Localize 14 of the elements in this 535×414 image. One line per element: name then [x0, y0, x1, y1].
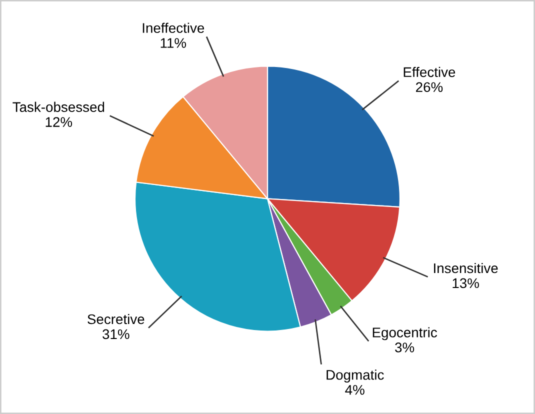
- slice-label: Effective: [404, 66, 456, 78]
- data-label: 3%: [395, 342, 414, 352]
- slice-label: Secretive: [88, 314, 144, 324]
- slice-label: Task-obsessed: [12, 102, 104, 112]
- data-label: 13%: [452, 278, 479, 288]
- data-label: 11%: [160, 38, 186, 48]
- slice-label: Insensitive: [434, 262, 498, 274]
- data-label: 12%: [46, 117, 72, 127]
- slice-label: Ineffective: [142, 22, 204, 33]
- data-label: 4%: [345, 384, 364, 395]
- slice-label: Egocentric: [372, 327, 438, 340]
- data-label: 31%: [102, 329, 130, 340]
- slice-label: Dogmatic: [326, 370, 384, 383]
- data-label: 26%: [416, 82, 443, 92]
